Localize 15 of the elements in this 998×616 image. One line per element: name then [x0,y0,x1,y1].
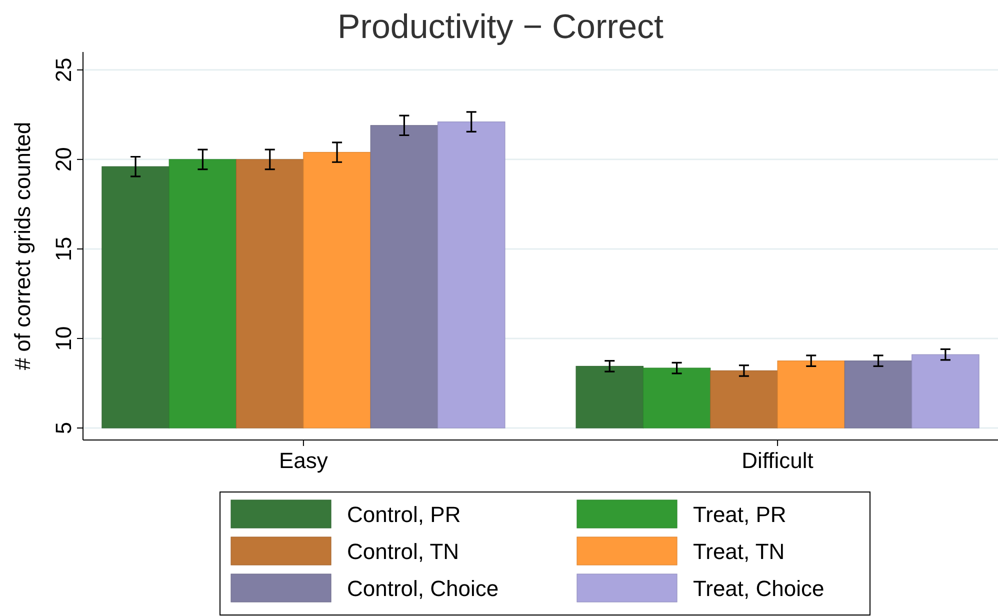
legend-label: Control, Choice [347,576,499,601]
y-tick-label: 25 [51,58,76,82]
y-axis-title: # of correct grids counted [10,122,35,370]
legend-label: Control, PR [347,502,461,527]
legend-label: Treat, Choice [693,576,824,601]
legend-label: Treat, TN [693,539,785,564]
y-tick-label: 10 [51,326,76,351]
legend-label: Treat, PR [693,502,786,527]
legend-label: Control, TN [347,539,460,564]
x-tick-label: Easy [278,448,328,473]
y-tick-label: 20 [51,147,76,172]
y-tick-label: 15 [51,236,76,262]
chart-title: Productivity − Correct [338,8,664,46]
x-tick-label: Difficult [742,448,814,473]
y-tick-label: 5 [51,422,76,434]
